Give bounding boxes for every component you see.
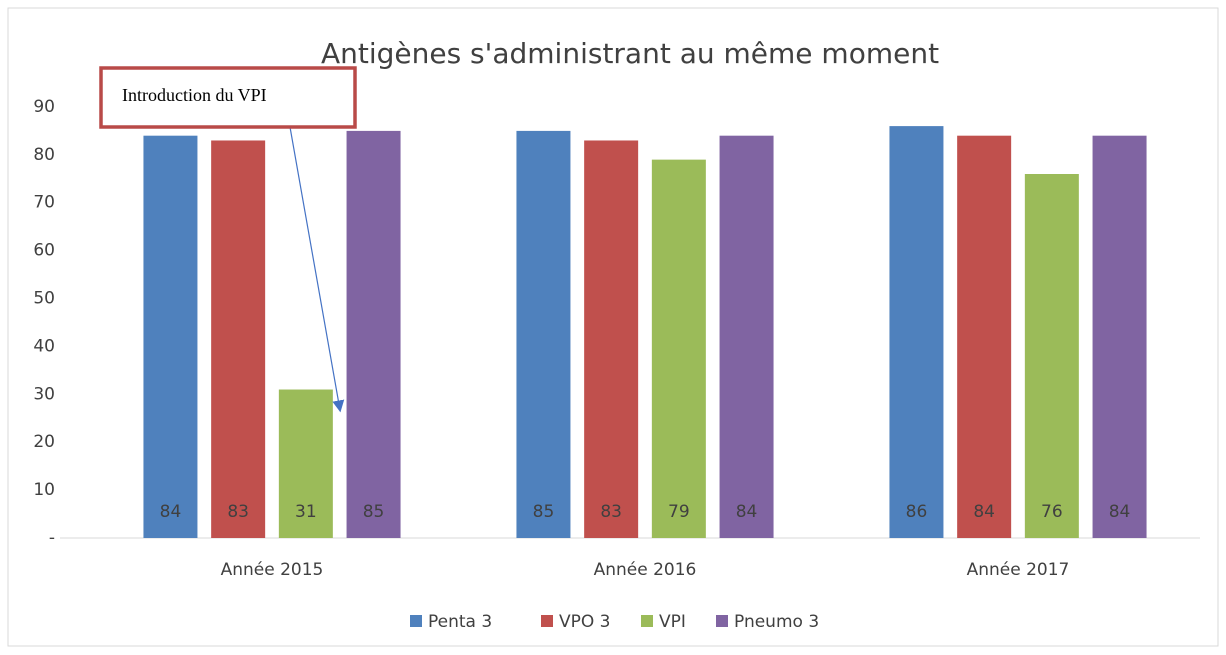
y-tick-label: 30 [33,384,55,404]
bar [143,135,198,538]
bar [346,130,401,539]
legend-swatch [716,615,728,627]
annotation-text: Introduction du VPI [122,85,267,105]
data-label: 86 [906,502,928,522]
legend-label: VPI [659,612,686,632]
annotation-arrow [289,126,345,413]
data-label: 84 [1109,502,1131,522]
bar [278,389,333,538]
x-tick-label: Année 2016 [594,560,697,580]
legend-label: Penta 3 [428,612,492,632]
bar [957,135,1012,538]
y-tick-label: 90 [33,97,55,117]
y-tick-label: 70 [33,193,55,213]
bar [211,140,266,538]
bar [889,126,944,539]
y-tick-label: - [49,528,55,548]
annotation-box [99,66,357,129]
bar [584,140,639,538]
bar [719,135,774,538]
data-label: 84 [736,502,758,522]
bar [1092,135,1147,538]
data-label: 76 [1041,502,1063,522]
chart-title: Antigènes s'administrant au même moment [321,37,939,70]
data-label: 84 [160,502,182,522]
y-tick-label: 50 [33,289,55,309]
data-label: 79 [668,502,690,522]
data-label: 83 [227,502,249,522]
x-tick-label: Année 2015 [221,560,324,580]
bar [1024,174,1079,538]
data-label: 84 [973,502,995,522]
legend-label: VPO 3 [559,612,610,632]
data-label: 85 [533,502,555,522]
y-tick-label: 10 [33,480,55,500]
y-tick-label: 80 [33,145,55,165]
legend-swatch [641,615,653,627]
legend-label: Pneumo 3 [734,612,819,632]
data-label: 31 [295,502,317,522]
y-tick-label: 20 [33,432,55,452]
data-label: 85 [363,502,385,522]
bar [651,159,706,538]
legend-swatch [410,615,422,627]
x-tick-label: Année 2017 [967,560,1070,580]
y-tick-label: 60 [33,241,55,261]
y-tick-label: 40 [33,336,55,356]
bar [516,130,571,539]
data-label: 83 [600,502,622,522]
legend-swatch [541,615,553,627]
